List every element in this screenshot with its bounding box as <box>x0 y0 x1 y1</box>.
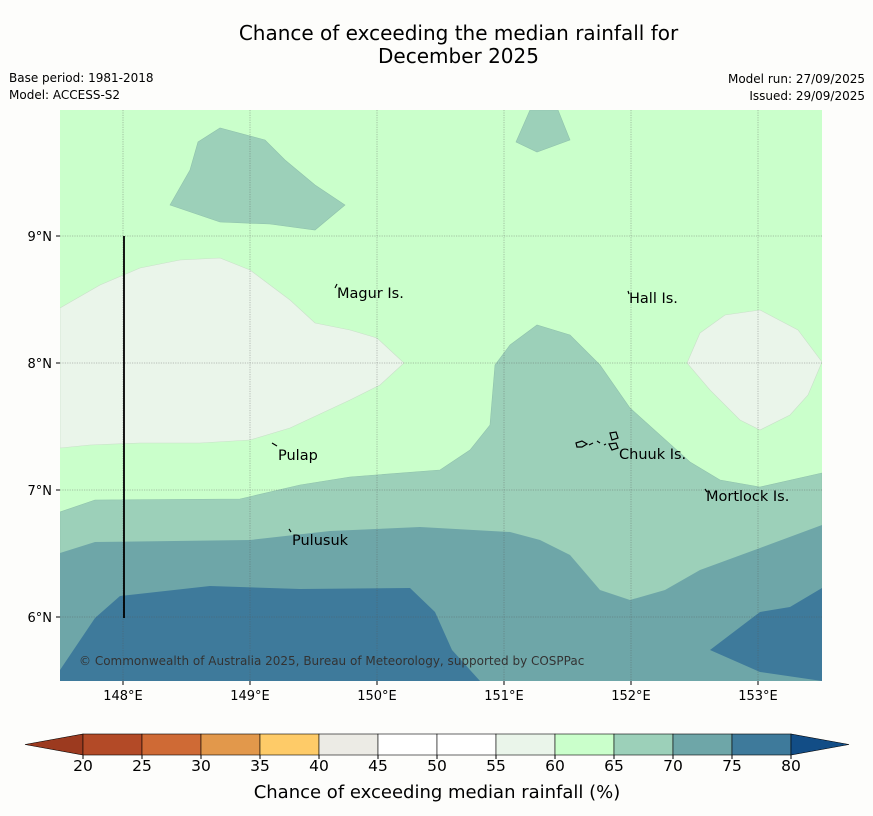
colorbar-tick-label: 35 <box>250 757 270 775</box>
colorbar-over-arrow <box>790 733 850 756</box>
island-pulusuk-shape <box>288 528 292 533</box>
band-80-plus-west <box>60 586 480 681</box>
lat-tick-label: 6°N <box>28 611 53 626</box>
base-period: Base period: 1981-2018 <box>9 71 154 85</box>
island-pulap-shape <box>271 442 278 447</box>
band-70-75-top-patch <box>515 110 571 153</box>
island-mortlock-shape <box>704 488 708 493</box>
colorbar-tick-label: 40 <box>309 757 329 775</box>
island-magur-shape <box>334 283 338 289</box>
colorbar-segment <box>318 733 379 756</box>
island-hall-shape <box>627 290 630 295</box>
band-70-75-north-patch <box>169 127 346 231</box>
colorbar-segment <box>731 733 792 756</box>
place-chuuk-is: Chuuk Is. <box>619 447 686 463</box>
colorbar-segment <box>141 733 202 756</box>
place-magur-is: Magur Is. <box>337 286 404 302</box>
colorbar-segment <box>82 733 143 756</box>
colorbar-segment <box>554 733 615 756</box>
lon-tick-label: 148°E <box>103 689 143 704</box>
colorbar-tick-label: 55 <box>486 757 506 775</box>
copyright-notice: © Commonwealth of Australia 2025, Bureau… <box>79 654 584 668</box>
colorbar-segment <box>200 733 261 756</box>
island-shapes <box>271 283 708 533</box>
map-area: Magur Is. Hall Is. Pulap Chuuk Is. Mortl… <box>60 110 822 681</box>
lon-tick-label: 152°E <box>611 689 651 704</box>
colorbar-tick-label: 70 <box>663 757 683 775</box>
latitude-axis: 9°N 8°N 7°N 6°N <box>28 230 60 626</box>
band-80-plus-east <box>710 588 822 681</box>
colorbar-tick-label: 80 <box>781 757 801 775</box>
colorbar-segment <box>495 733 556 756</box>
model-name: Model: ACCESS-S2 <box>9 88 121 102</box>
colorbar-tick-label: 25 <box>132 757 152 775</box>
lat-tick-label: 7°N <box>28 484 53 499</box>
colorbar-under-arrow <box>24 733 84 756</box>
colorbar <box>24 733 850 756</box>
colorbar-segment <box>436 733 497 756</box>
title-line-2: December 2025 <box>378 44 539 68</box>
colorbar-tick-label: 60 <box>545 757 565 775</box>
island-chuuk-shape <box>575 431 619 451</box>
colorbar-segment <box>613 733 674 756</box>
lon-tick-label: 150°E <box>357 689 397 704</box>
colorbar-tick-label: 30 <box>191 757 211 775</box>
lon-tick-label: 151°E <box>484 689 524 704</box>
colorbar-label: Chance of exceeding median rainfall (%) <box>254 782 621 803</box>
colorbar-segment <box>377 733 438 756</box>
place-pulap: Pulap <box>278 448 318 464</box>
colorbar-tick-label: 75 <box>722 757 742 775</box>
colorbar-tick-label: 45 <box>368 757 388 775</box>
colorbar-segment <box>672 733 733 756</box>
lon-tick-label: 153°E <box>738 689 778 704</box>
meta-right: Model run: 27/09/2025 Issued: 29/09/2025 <box>728 71 865 105</box>
place-pulusuk: Pulusuk <box>292 533 349 549</box>
place-mortlock-is: Mortlock Is. <box>706 489 789 505</box>
colorbar-segment <box>259 733 320 756</box>
place-hall-is: Hall Is. <box>629 291 678 307</box>
colorbar-ticks: 20 25 30 35 40 45 50 55 60 65 70 75 80 <box>73 755 801 775</box>
issued-date: Issued: 29/09/2025 <box>749 89 865 103</box>
lat-tick-label: 9°N <box>28 230 53 245</box>
longitude-axis: 148°E 149°E 150°E 151°E 152°E 153°E <box>103 681 778 704</box>
meta-left: Base period: 1981-2018 Model: ACCESS-S2 <box>9 70 154 104</box>
colorbar-tick-label: 50 <box>427 757 447 775</box>
colorbar-tick-label: 20 <box>73 757 93 775</box>
lat-tick-label: 8°N <box>28 357 53 372</box>
colorbar-tick-label: 65 <box>604 757 624 775</box>
lon-tick-label: 149°E <box>230 689 270 704</box>
graticule <box>60 110 822 681</box>
band-55-60-east <box>686 309 822 431</box>
chart-title: Chance of exceeding the median rainfall … <box>0 22 873 68</box>
title-line-1: Chance of exceeding the median rainfall … <box>238 21 679 45</box>
model-run: Model run: 27/09/2025 <box>727 72 865 86</box>
